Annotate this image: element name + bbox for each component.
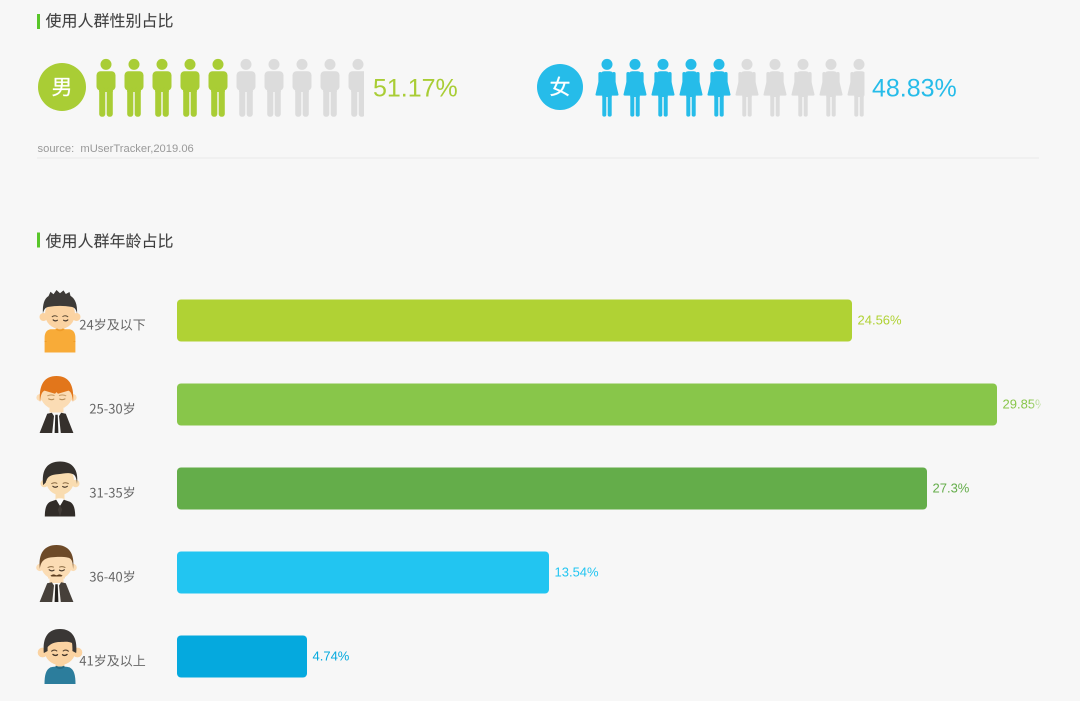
svg-text:source: mUserTracker,2019.06: source: mUserTracker,2019.06: [38, 143, 194, 155]
svg-text:27.3%: 27.3%: [933, 480, 970, 495]
svg-text:4.74%: 4.74%: [313, 648, 350, 663]
svg-text:13.54%: 13.54%: [555, 564, 600, 579]
svg-text:51.17%: 51.17%: [373, 75, 458, 103]
svg-text:24.56%: 24.56%: [858, 312, 903, 327]
svg-text:48.83%: 48.83%: [872, 75, 957, 103]
